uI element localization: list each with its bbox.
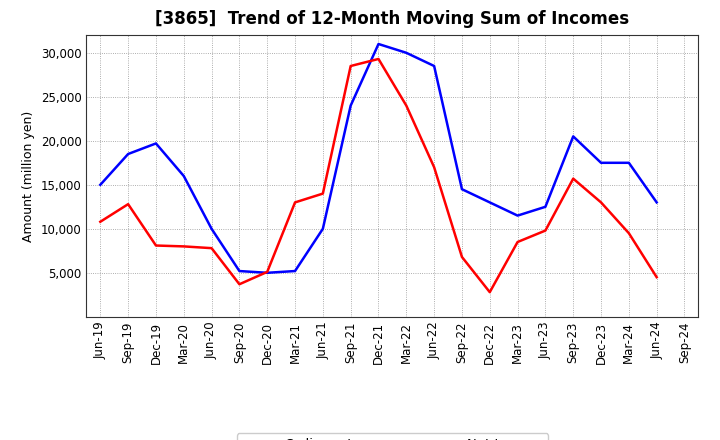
Net Income	[402, 103, 410, 108]
Ordinary Income	[597, 160, 606, 165]
Net Income	[458, 254, 467, 260]
Ordinary Income	[652, 200, 661, 205]
Ordinary Income	[318, 226, 327, 231]
Ordinary Income	[291, 268, 300, 274]
Net Income	[652, 275, 661, 280]
Net Income	[624, 231, 633, 236]
Line: Ordinary Income: Ordinary Income	[100, 44, 657, 273]
Net Income	[152, 243, 161, 248]
Title: [3865]  Trend of 12-Month Moving Sum of Incomes: [3865] Trend of 12-Month Moving Sum of I…	[156, 10, 629, 28]
Net Income	[207, 246, 216, 251]
Ordinary Income	[263, 270, 271, 275]
Net Income	[597, 200, 606, 205]
Net Income	[346, 63, 355, 69]
Ordinary Income	[569, 134, 577, 139]
Ordinary Income	[458, 187, 467, 192]
Ordinary Income	[624, 160, 633, 165]
Net Income	[513, 239, 522, 245]
Line: Net Income: Net Income	[100, 59, 657, 292]
Ordinary Income	[96, 182, 104, 187]
Y-axis label: Amount (million yen): Amount (million yen)	[22, 110, 35, 242]
Net Income	[263, 269, 271, 275]
Ordinary Income	[541, 204, 550, 209]
Ordinary Income	[430, 63, 438, 69]
Ordinary Income	[179, 173, 188, 179]
Net Income	[96, 219, 104, 224]
Ordinary Income	[152, 141, 161, 146]
Net Income	[235, 282, 243, 287]
Net Income	[569, 176, 577, 181]
Net Income	[124, 202, 132, 207]
Legend: Ordinary Income, Net Income: Ordinary Income, Net Income	[237, 433, 548, 440]
Net Income	[485, 290, 494, 295]
Ordinary Income	[124, 151, 132, 157]
Ordinary Income	[346, 103, 355, 108]
Ordinary Income	[207, 226, 216, 231]
Ordinary Income	[235, 268, 243, 274]
Ordinary Income	[402, 50, 410, 55]
Ordinary Income	[485, 200, 494, 205]
Ordinary Income	[513, 213, 522, 218]
Ordinary Income	[374, 41, 383, 47]
Net Income	[179, 244, 188, 249]
Net Income	[430, 165, 438, 170]
Net Income	[318, 191, 327, 196]
Net Income	[291, 200, 300, 205]
Net Income	[541, 228, 550, 233]
Net Income	[374, 56, 383, 62]
